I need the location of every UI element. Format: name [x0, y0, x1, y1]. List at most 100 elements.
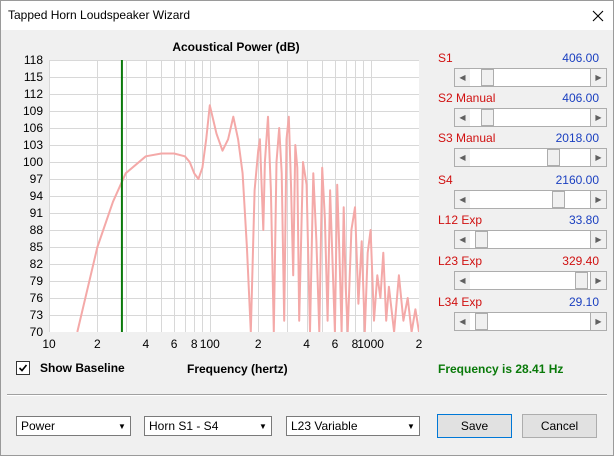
horn-select[interactable]: Horn S1 - S4 ▼: [144, 416, 272, 436]
x-tick-label: 6: [331, 337, 339, 351]
x-tick-label: 2: [254, 337, 262, 351]
slider-thumb[interactable]: [575, 272, 588, 289]
chevron-down-icon[interactable]: ▼: [402, 417, 419, 435]
y-tick-label: 88: [29, 223, 43, 237]
param-slider[interactable]: ◀ ▶: [454, 312, 607, 331]
slider-track[interactable]: [470, 271, 590, 290]
scroll-right-icon[interactable]: ▶: [590, 312, 607, 331]
y-tick-label: 73: [29, 308, 43, 322]
variable-select[interactable]: L23 Variable ▼: [286, 416, 420, 436]
y-tick-label: 70: [29, 325, 43, 339]
scroll-left-icon[interactable]: ◀: [454, 230, 471, 249]
mode-select[interactable]: Power ▼: [16, 416, 131, 436]
cancel-button[interactable]: Cancel: [522, 414, 597, 438]
y-tick-label: 76: [29, 291, 43, 305]
param-value: 2160.00: [555, 173, 599, 187]
y-tick-label: 91: [29, 206, 43, 220]
x-tick-label: 8: [190, 337, 198, 351]
param-slider[interactable]: ◀ ▶: [454, 148, 607, 167]
close-icon[interactable]: [583, 1, 613, 30]
param-label: S1: [438, 51, 453, 65]
chevron-down-icon[interactable]: ▼: [254, 417, 271, 435]
x-tick-label: 8: [351, 337, 359, 351]
slider-track[interactable]: [470, 230, 590, 249]
param-slider[interactable]: ◀ ▶: [454, 271, 607, 290]
y-tick-label: 112: [23, 87, 43, 101]
param-slider[interactable]: ◀ ▶: [454, 108, 607, 127]
x-tick-label: 4: [303, 337, 310, 351]
y-tick-label: 118: [23, 53, 43, 67]
param-label: S3 Manual: [438, 131, 496, 145]
scroll-right-icon[interactable]: ▶: [590, 271, 607, 290]
frequency-readout: Frequency is 28.41 Hz: [438, 362, 564, 376]
horn-select-value: Horn S1 - S4: [149, 419, 219, 433]
scroll-left-icon[interactable]: ◀: [454, 190, 471, 209]
divider: [7, 394, 607, 396]
param-value: 29.10: [568, 295, 599, 309]
param-slider[interactable]: ◀ ▶: [454, 230, 607, 249]
param-value: 406.00: [562, 91, 599, 105]
y-tick-label: 109: [22, 104, 43, 118]
scroll-left-icon[interactable]: ◀: [454, 271, 471, 290]
y-tick-label: 85: [29, 240, 43, 254]
save-button-label: Save: [460, 419, 489, 433]
x-tick-label: 100: [199, 337, 220, 351]
slider-thumb[interactable]: [475, 313, 488, 330]
chart-title: Acoustical Power (dB): [172, 40, 300, 54]
slider-track[interactable]: [470, 68, 590, 87]
slider-thumb[interactable]: [475, 231, 488, 248]
plot-area[interactable]: [49, 60, 419, 332]
param-label: S4: [438, 173, 453, 187]
y-tick-label: 115: [23, 70, 43, 84]
param-value: 406.00: [562, 51, 599, 65]
scroll-left-icon[interactable]: ◀: [454, 68, 471, 87]
title-bar: Tapped Horn Loudspeaker Wizard: [1, 1, 613, 30]
x-axis-label: Frequency (hertz): [187, 362, 288, 376]
param-slider[interactable]: ◀ ▶: [454, 68, 607, 87]
show-baseline-label: Show Baseline: [40, 361, 125, 375]
y-tick-label: 82: [29, 257, 43, 271]
x-tick-label: 2: [415, 337, 423, 351]
x-tick-label: 1000: [357, 337, 384, 351]
slider-thumb[interactable]: [547, 149, 560, 166]
slider-track[interactable]: [470, 190, 590, 209]
slider-thumb[interactable]: [552, 191, 565, 208]
scroll-left-icon[interactable]: ◀: [454, 148, 471, 167]
slider-track[interactable]: [470, 148, 590, 167]
checkbox-box[interactable]: [16, 361, 30, 375]
slider-track[interactable]: [470, 108, 590, 127]
param-label: L23 Exp: [438, 254, 483, 268]
scroll-right-icon[interactable]: ▶: [590, 230, 607, 249]
param-label: L34 Exp: [438, 295, 483, 309]
scroll-right-icon[interactable]: ▶: [590, 68, 607, 87]
show-baseline-checkbox[interactable]: Show Baseline: [16, 361, 125, 375]
y-tick-label: 94: [29, 189, 43, 203]
y-tick-label: 79: [29, 274, 43, 288]
scroll-left-icon[interactable]: ◀: [454, 312, 471, 331]
param-value: 2018.00: [555, 131, 599, 145]
response-curve: [76, 104, 419, 332]
variable-select-value: L23 Variable: [291, 419, 358, 433]
scroll-left-icon[interactable]: ◀: [454, 108, 471, 127]
window-title: Tapped Horn Loudspeaker Wizard: [8, 8, 191, 22]
save-button[interactable]: Save: [437, 414, 512, 438]
chevron-down-icon[interactable]: ▼: [113, 417, 130, 435]
slider-thumb[interactable]: [481, 109, 494, 126]
frequency-response-chart[interactable]: [49, 60, 419, 332]
param-label: S2 Manual: [438, 91, 496, 105]
x-tick-label: 10: [42, 337, 56, 351]
y-tick-label: 100: [22, 155, 43, 169]
scroll-right-icon[interactable]: ▶: [590, 190, 607, 209]
y-tick-label: 103: [22, 138, 43, 152]
scroll-right-icon[interactable]: ▶: [590, 108, 607, 127]
scroll-right-icon[interactable]: ▶: [590, 148, 607, 167]
slider-thumb[interactable]: [481, 69, 494, 86]
mode-select-value: Power: [21, 419, 56, 433]
param-value: 33.80: [568, 213, 599, 227]
param-slider[interactable]: ◀ ▶: [454, 190, 607, 209]
cancel-button-label: Cancel: [540, 419, 579, 433]
param-label: L12 Exp: [438, 213, 483, 227]
slider-track[interactable]: [470, 312, 590, 331]
checkmark-icon: [18, 364, 28, 372]
